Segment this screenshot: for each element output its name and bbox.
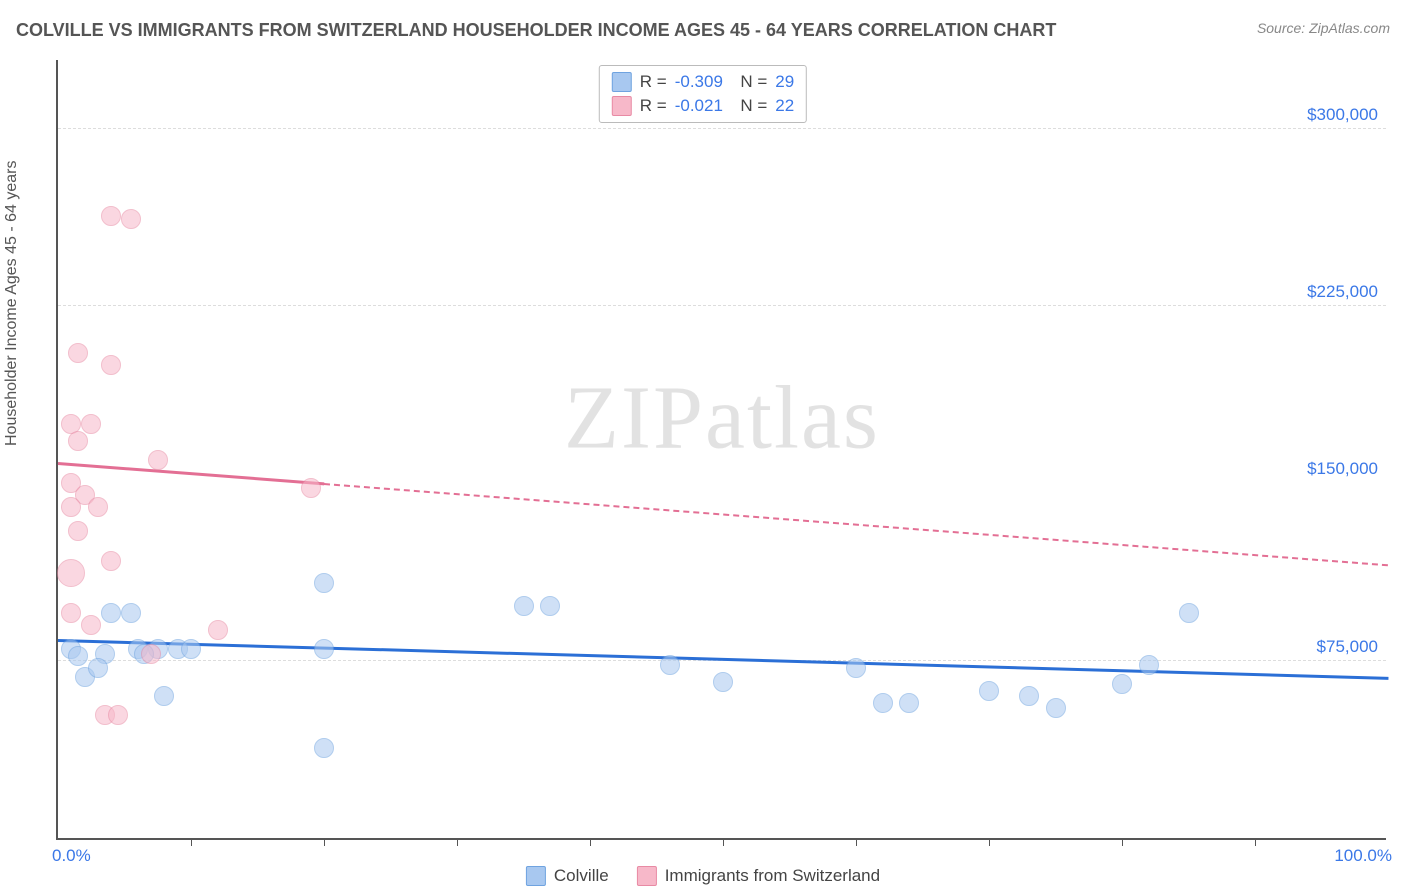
data-point [314,738,334,758]
data-point [101,206,121,226]
data-point [873,693,893,713]
data-point [61,497,81,517]
data-point [208,620,228,640]
data-point [540,596,560,616]
data-point [141,644,161,664]
legend-r-label: R = [640,72,667,92]
x-tick [989,838,990,846]
legend-n-value: 22 [775,96,794,116]
legend-item: Immigrants from Switzerland [637,866,880,886]
trend-line [58,462,324,485]
y-axis-label: Householder Income Ages 45 - 64 years [3,161,21,447]
data-point [899,693,919,713]
legend-n-value: 29 [775,72,794,92]
x-axis-right-label: 100.0% [1334,846,1392,866]
data-point [121,603,141,623]
legend-n-label: N = [731,96,767,116]
data-point [57,559,85,587]
legend-n-label: N = [731,72,767,92]
legend-r-value: -0.021 [675,96,723,116]
data-point [101,551,121,571]
legend-swatch [637,866,657,886]
data-point [181,639,201,659]
title-bar: COLVILLE VS IMMIGRANTS FROM SWITZERLAND … [16,20,1390,41]
data-point [61,603,81,623]
legend-row: R = -0.309 N = 29 [608,70,798,94]
gridline [58,128,1386,129]
x-tick [723,838,724,846]
data-point [88,497,108,517]
x-tick [1255,838,1256,846]
data-point [314,639,334,659]
legend-row: R = -0.021 N = 22 [608,94,798,118]
data-point [154,686,174,706]
series-legend: Colville Immigrants from Switzerland [526,866,880,886]
data-point [1019,686,1039,706]
x-tick [457,838,458,846]
x-tick [1122,838,1123,846]
data-point [514,596,534,616]
data-point [1112,674,1132,694]
plot-area: ZIPatlas $75,000 $225,000 $300,000 $150,000… [56,60,1386,840]
data-point [979,681,999,701]
legend-swatch [612,72,632,92]
trend-line-dashed [324,483,1388,566]
data-point [101,355,121,375]
legend-label: Immigrants from Switzerland [665,866,880,886]
legend-r-label: R = [640,96,667,116]
data-point [121,209,141,229]
data-point [68,521,88,541]
source-attribution: Source: ZipAtlas.com [1257,20,1390,36]
legend-swatch [612,96,632,116]
data-point [301,478,321,498]
legend-swatch [526,866,546,886]
data-point [1179,603,1199,623]
legend-label: Colville [554,866,609,886]
x-axis-left-label: 0.0% [52,846,91,866]
data-point [68,646,88,666]
data-point [1139,655,1159,675]
legend-r-value: -0.309 [675,72,723,92]
correlation-legend: R = -0.309 N = 29R = -0.021 N = 22 [599,65,807,123]
gridline [58,305,1386,306]
y-tick-label: $150,000 [1307,459,1378,479]
x-tick [856,838,857,846]
y-tick-label: $75,000 [1317,637,1378,657]
x-tick [191,838,192,846]
data-point [148,450,168,470]
data-point [81,414,101,434]
data-point [1046,698,1066,718]
y-tick-label: $300,000 [1307,105,1378,125]
data-point [88,658,108,678]
data-point [314,573,334,593]
data-point [68,343,88,363]
watermark: ZIPatlas [564,366,880,469]
data-point [846,658,866,678]
data-point [68,431,88,451]
chart-title: COLVILLE VS IMMIGRANTS FROM SWITZERLAND … [16,20,1056,41]
y-tick-label: $225,000 [1307,282,1378,302]
data-point [101,603,121,623]
x-tick [324,838,325,846]
data-point [713,672,733,692]
data-point [660,655,680,675]
legend-item: Colville [526,866,609,886]
x-tick [590,838,591,846]
data-point [108,705,128,725]
data-point [81,615,101,635]
